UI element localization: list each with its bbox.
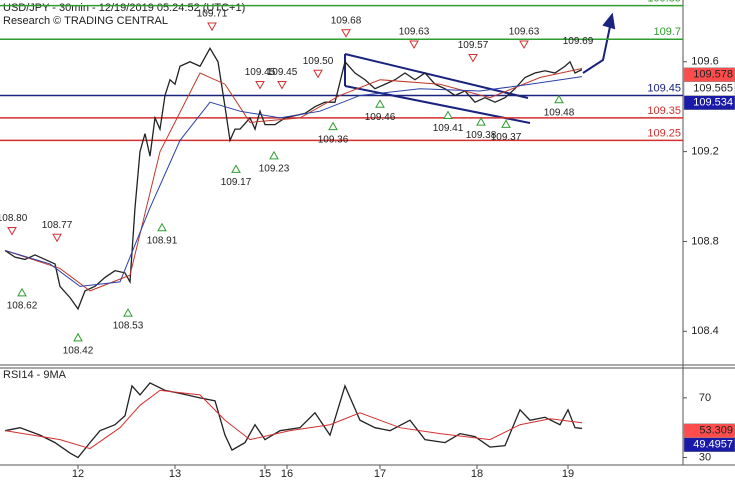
- pivot-label: 109.38: [466, 130, 497, 141]
- channel-line: [344, 53, 529, 99]
- pivot-high: [277, 80, 287, 90]
- pivot-low: [443, 110, 453, 119]
- pivot-high: [409, 40, 419, 50]
- pivot-high: [313, 69, 323, 79]
- channel-line: [344, 85, 531, 124]
- pivot-label: 108.53: [113, 321, 144, 332]
- last-value-label: 109.565: [693, 83, 733, 95]
- pivot-label: 109.48: [544, 107, 575, 118]
- y-tick-label: 108.8: [691, 235, 719, 247]
- x-tick-label: 18: [471, 468, 483, 480]
- pivot-high: [519, 40, 529, 50]
- pivot-label: 109.63: [509, 27, 540, 38]
- pivot-low: [476, 117, 486, 126]
- pivot-low: [554, 94, 564, 104]
- last-value-box: [683, 437, 735, 453]
- y-tick-label: 70: [699, 392, 711, 404]
- pivot-label: 109.46: [365, 112, 396, 123]
- pivot-high: [207, 22, 217, 32]
- level-label: 109.25: [647, 127, 681, 139]
- last-value-box: [683, 95, 735, 110]
- rsi-title: RSI14 - 9MA: [3, 369, 67, 381]
- level-label: 109.7: [653, 26, 681, 38]
- level-label: 109.45: [647, 82, 681, 94]
- chart-subtitle: Research © TRADING CENTRAL: [3, 15, 168, 27]
- x-tick-label: 12: [72, 468, 84, 480]
- pivot-label: 109.41: [433, 123, 464, 134]
- series-line: [4, 68, 583, 292]
- pivot-label: 109.17: [221, 177, 252, 188]
- x-tick-label: 17: [374, 468, 386, 480]
- pivot-label: 109.50: [303, 56, 334, 67]
- pivot-label: 109.71: [197, 9, 228, 20]
- pivot-high: [341, 29, 351, 38]
- pivot-low: [269, 150, 279, 160]
- pivot-label: 108.42: [63, 345, 94, 356]
- pivot-high: [7, 226, 17, 236]
- last-value-label: 53.309: [699, 425, 733, 437]
- pivot-label: 108.91: [147, 235, 178, 246]
- target-label: 109.69: [563, 36, 594, 47]
- pivot-high: [255, 80, 265, 90]
- x-tick-label: 19: [562, 468, 574, 480]
- arrow-head: [602, 12, 616, 30]
- pivot-label: 109.68: [331, 15, 362, 26]
- y-tick-label: 109.2: [691, 146, 719, 158]
- pivot-high: [468, 54, 478, 63]
- level-label: 109.35: [647, 105, 681, 117]
- pivot-high: [52, 233, 62, 243]
- pivot-label: 109.45: [245, 67, 276, 78]
- pivot-label: 108.62: [7, 301, 38, 312]
- last-value-label: 49.4957: [693, 439, 733, 451]
- level-label: 109.85: [647, 0, 681, 5]
- forecast-arrow: [582, 16, 613, 74]
- pivot-label: 109.57: [458, 40, 489, 51]
- pivot-low: [501, 119, 511, 128]
- pivot-label: 109.45: [267, 67, 298, 78]
- series-line: [4, 76, 583, 287]
- pivot-label: 109.36: [318, 134, 349, 145]
- last-value-label: 109.578: [693, 69, 733, 81]
- pivot-label: 109.23: [259, 164, 290, 175]
- pivot-label: 109.37: [491, 132, 522, 143]
- pivot-low: [231, 164, 241, 173]
- x-tick-label: 13: [169, 468, 181, 480]
- last-value-label: 109.534: [693, 97, 733, 109]
- series-line: [4, 389, 583, 450]
- channel: [344, 12, 616, 124]
- y-tick-label: 109.6: [691, 56, 719, 68]
- pivot-label: 108.77: [42, 220, 73, 231]
- series-line: [4, 46, 583, 311]
- pivot-low: [328, 121, 338, 131]
- series-line: [4, 382, 583, 459]
- x-tick-label: 15: [259, 468, 271, 480]
- pivot-low: [123, 308, 133, 317]
- pivot-label: 109.63: [399, 27, 430, 38]
- y-tick-label: 108.4: [691, 325, 719, 337]
- y-tick-label: 30: [699, 451, 711, 463]
- pivot-low: [157, 222, 167, 232]
- pivot-low: [73, 332, 83, 342]
- pivot-low: [17, 287, 27, 297]
- x-tick-label: 16: [281, 468, 293, 480]
- pivot-low: [375, 99, 385, 108]
- pivot-label: 108.80: [0, 213, 28, 224]
